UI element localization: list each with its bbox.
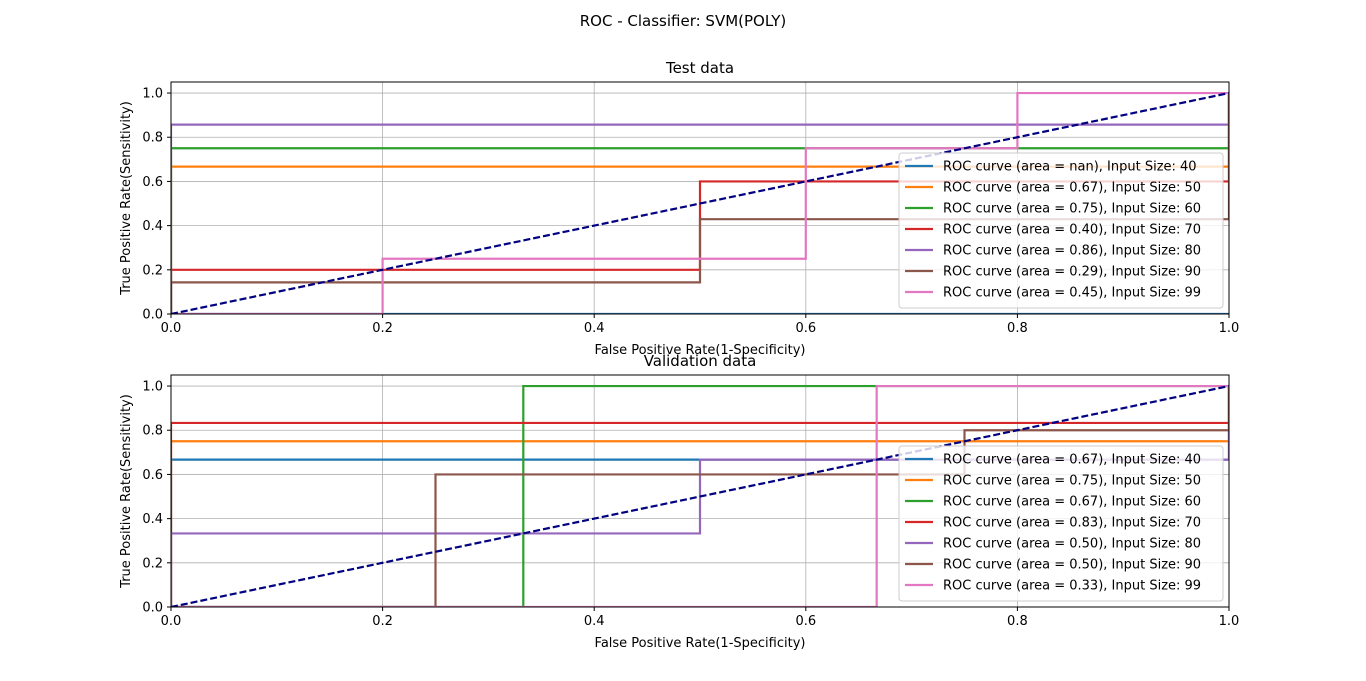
legend-label: ROC curve (area = 0.75), Input Size: 50 [943,474,1201,489]
y-tick-label: 1.0 [142,87,163,102]
chart-title: Test data [665,59,734,77]
roc-series-line-2 [171,93,1229,314]
legend-label: ROC curve (area = 0.29), Input Size: 90 [943,265,1201,280]
legend-label: ROC curve (area = 0.67), Input Size: 60 [943,495,1201,510]
y-tick-label: 1.0 [142,380,163,395]
diagonal-reference-line [171,384,1229,607]
y-axis-label: True Positive Rate(Sensitivity) [119,101,134,296]
legend-label: ROC curve (area = 0.33), Input Size: 99 [943,579,1201,594]
legend-label: ROC curve (area = 0.75), Input Size: 60 [943,202,1201,217]
y-tick-label: 0.0 [142,601,163,616]
legend-label: ROC curve (area = 0.86), Input Size: 80 [943,244,1201,259]
roc-series-line-4 [171,386,1229,607]
x-tick-label: 1.0 [1219,321,1240,336]
legend: ROC curve (area = nan), Input Size: 40 RO… [898,152,1224,309]
legend-label: ROC curve (area = 0.50), Input Size: 90 [943,558,1201,573]
x-axis-label: False Positive Rate(1-Specificity) [595,636,806,651]
x-tick-label: 0.2 [372,321,393,336]
legend: ROC curve (area = 0.67), Input Size: 40 R… [898,445,1224,602]
roc-series-line-3 [171,93,1229,314]
roc-series-line-7 [171,91,1229,314]
chart-title: Validation data [644,352,757,370]
validation-data-panel: 0.0 0.2 0.4 0.6 0.8 1.0 0.0 0.2 0.4 0.6 0.8 1.0 Fals… [119,352,1239,651]
x-axis-label: False Positive Rate(1-Specificity) [595,343,806,358]
y-axis-label: True Positive Rate(Sensitivity) [119,394,134,589]
plot-area [171,91,1229,314]
y-tick-label: 0.6 [142,468,163,483]
x-tick-label: 0.0 [161,614,182,629]
x-tick-label: 1.0 [1219,614,1240,629]
y-tick-label: 0.6 [142,175,163,190]
legend-label: ROC curve (area = 0.67), Input Size: 40 [943,453,1201,468]
x-tick-label: 0.8 [1007,321,1028,336]
y-tick-label: 0.4 [142,219,163,234]
x-tick-label: 0.6 [795,614,816,629]
legend-label: ROC curve (area = 0.83), Input Size: 70 [943,516,1201,531]
roc-series-line-7 [171,384,1229,607]
x-tick-label: 0.6 [795,321,816,336]
legend-label: ROC curve (area = 0.40), Input Size: 70 [943,223,1201,238]
legend-label: ROC curve (area = 0.50), Input Size: 80 [943,537,1201,552]
roc-series-line-2 [171,386,1229,607]
test-data-panel: 0.0 0.2 0.4 0.6 0.8 1.0 0.0 0.2 0.4 0.6 0.8 1.0 Fals… [119,59,1239,358]
y-tick-label: 0.4 [142,512,163,527]
x-tick-label: 0.0 [161,321,182,336]
legend-label: ROC curve (area = nan), Input Size: 40 [943,160,1197,175]
legend-box [898,445,1224,602]
roc-series-line-6 [171,93,1229,314]
roc-series-line-5 [171,93,1229,314]
figure-title: ROC - Classifier: SVM(POLY) [580,12,787,30]
x-tick-label: 0.2 [372,614,393,629]
y-tick-label: 0.2 [142,556,163,571]
y-tick-label: 0.0 [142,308,163,323]
axes-frame [170,81,1230,315]
x-tick-label: 0.4 [584,321,605,336]
diagonal-reference-line [171,91,1229,314]
y-tick-label: 0.2 [142,263,163,278]
legend-label: ROC curve (area = 0.67), Input Size: 50 [943,181,1201,196]
legend-label: ROC curve (area = 0.45), Input Size: 99 [943,286,1201,301]
x-tick-label: 0.8 [1007,614,1028,629]
y-tick-label: 0.8 [142,131,163,146]
x-tick-label: 0.4 [584,614,605,629]
legend-box [898,152,1224,309]
axes-frame [170,374,1230,608]
y-tick-label: 0.8 [142,424,163,439]
